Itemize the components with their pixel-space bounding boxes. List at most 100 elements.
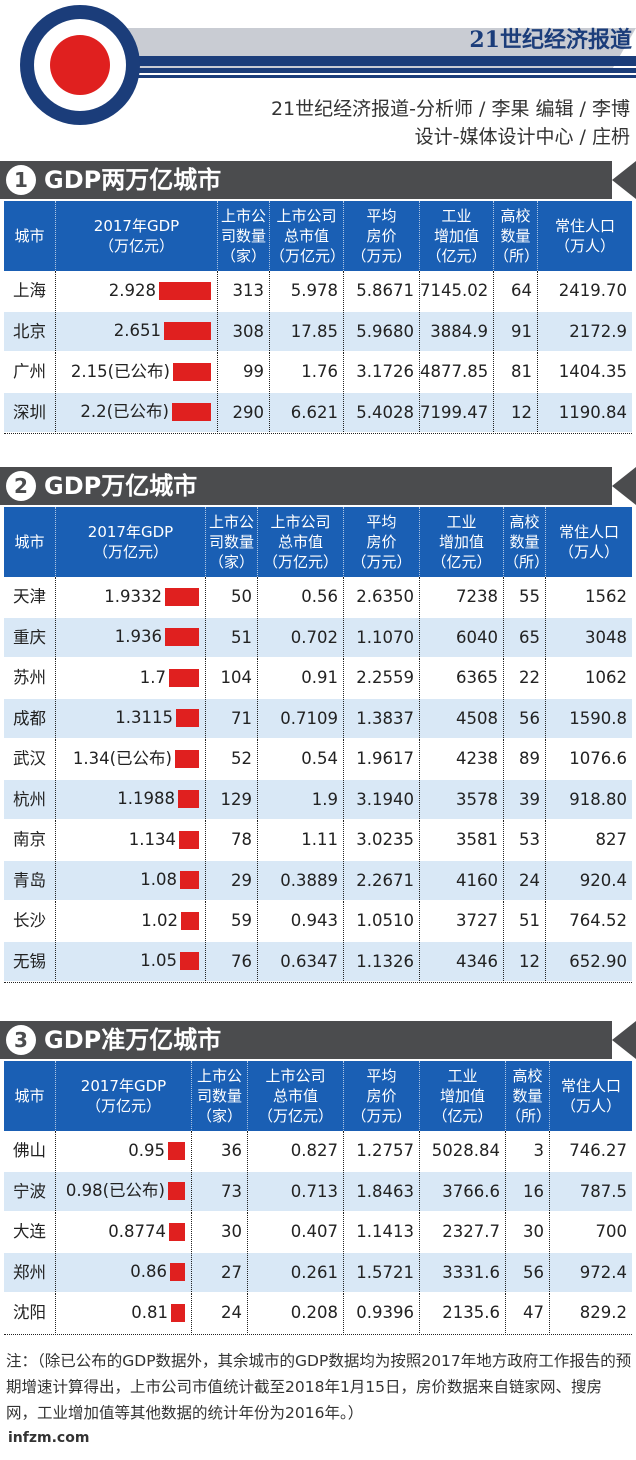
city-name-cell: 天津: [4, 577, 56, 617]
section-banner-arrow: [612, 1021, 636, 1059]
section-banner-arrow: [612, 467, 636, 505]
column-header: 平均 房价 （万元）: [344, 1061, 420, 1131]
universities-cell: 53: [504, 820, 546, 860]
city-name-cell: 宁波: [4, 1171, 56, 1211]
gdp-cell: 1.134: [56, 820, 206, 860]
population-cell: 700: [595, 1222, 628, 1241]
column-header: 2017年GDP （万亿元）: [56, 201, 218, 271]
gdp-cell: 1.9332: [56, 577, 206, 617]
design-credit: 设计-媒体设计中心 / 庄枬: [414, 126, 630, 148]
gdp-value: 2.2(已公布): [80, 402, 169, 422]
gdp-value: 2.928: [108, 280, 156, 300]
gdp-bar: [159, 281, 211, 300]
universities-cell: 12: [504, 941, 546, 981]
city-name-cell: 北京: [4, 311, 56, 351]
house-price-cell: 1.0510: [344, 901, 420, 941]
gdp-cell: 1.34(已公布): [56, 739, 206, 779]
gdp-cell: 1.08: [56, 860, 206, 900]
table-row: 南京 1.134 78 1.11 3.0235 3581 53 827: [4, 820, 632, 861]
population-cell: 2172.9: [569, 321, 627, 341]
population-cell: 2419.70: [558, 281, 627, 300]
column-header: 上市公司 总市值 （万亿元）: [248, 1061, 344, 1131]
population-cell: 827: [595, 830, 628, 849]
header-band: [130, 75, 636, 78]
table-row: 广州 2.15(已公布) 99 1.76 3.1726 4877.85 81 1404.35: [4, 352, 632, 393]
market-cap-cell: 0.7109: [258, 698, 344, 738]
industrial-cell: 4346: [420, 941, 504, 981]
universities-cell: 56: [504, 698, 546, 738]
city-name-cell: 杭州: [4, 779, 56, 819]
section-title: GDP准万亿城市: [44, 1026, 222, 1054]
companies-cell: 36: [192, 1131, 248, 1171]
gdp-value: 0.95: [128, 1140, 165, 1160]
market-cap-cell: 0.208: [248, 1293, 344, 1333]
industrial-cell: 6365: [420, 658, 504, 698]
table-bottom-rule: [4, 982, 632, 988]
gdp-value: 1.02: [141, 910, 178, 930]
market-cap-cell: 1.76: [270, 352, 344, 392]
industrial-cell: 7238: [420, 577, 504, 617]
companies-cell: 73: [192, 1171, 248, 1211]
market-cap-cell: 0.407: [248, 1212, 344, 1252]
city-name-cell: 深圳: [4, 392, 56, 432]
gdp-bar: [170, 1263, 185, 1282]
universities-cell: 3: [506, 1131, 550, 1171]
table-row: 上海 2.928 313 5.978 5.8671 7145.02 64 2419.70: [4, 271, 632, 312]
companies-cell: 78: [206, 820, 258, 860]
universities-cell: 65: [504, 617, 546, 657]
house-price-cell: 3.1940: [344, 779, 420, 819]
column-header: 上市公司 总市值 （万亿元）: [270, 201, 345, 271]
universities-cell: 30: [506, 1212, 550, 1252]
gdp-cell: 1.3115: [56, 698, 206, 738]
companies-cell: 51: [206, 617, 258, 657]
city-name-cell: 青岛: [4, 860, 56, 900]
city-name-cell: 无锡: [4, 941, 56, 981]
population-cell: 1562: [585, 587, 627, 606]
column-header: 城市: [4, 201, 56, 271]
industrial-cell: 3581: [420, 820, 504, 860]
section-banner-bar: [0, 161, 612, 199]
population-cell: 829.2: [579, 1303, 627, 1322]
population-cell: 1076.6: [569, 749, 627, 768]
column-header: 工业 增加值 （亿元）: [420, 201, 494, 271]
header-band: [110, 56, 636, 66]
house-price-cell: 3.1726: [344, 352, 420, 392]
market-cap-cell: 0.56: [258, 577, 344, 617]
table-row: 郑州 0.86 27 0.261 1.5721 3331.6 56 972.4: [4, 1252, 632, 1293]
industrial-cell: 7145.02: [420, 271, 494, 311]
city-name-cell: 广州: [4, 352, 56, 392]
city-name-cell: 长沙: [4, 901, 56, 941]
industrial-cell: 3884.9: [420, 311, 494, 351]
gdp-value: 1.936: [114, 627, 162, 647]
universities-cell: 47: [506, 1293, 550, 1333]
house-price-cell: 3.0235: [344, 820, 420, 860]
column-header: 上市公 司数量 （家）: [218, 201, 270, 271]
site-url: infzm.com: [8, 1430, 90, 1446]
house-price-cell: 1.1070: [344, 617, 420, 657]
gdp-value: 2.15(已公布): [70, 361, 170, 381]
companies-cell: 104: [206, 658, 258, 698]
universities-cell: 89: [504, 739, 546, 779]
section-number: 3: [6, 1025, 36, 1055]
city-name-cell: 大连: [4, 1212, 56, 1252]
population-cell: 918.80: [569, 789, 627, 809]
companies-cell: 27: [192, 1252, 248, 1292]
gdp-value: 0.81: [131, 1302, 168, 1322]
column-header: 高校 数量 （所）: [506, 1061, 551, 1131]
market-cap-cell: 0.261: [248, 1252, 344, 1292]
table-row: 杭州 1.1988 129 1.9 3.1940 3578 39 918.80: [4, 779, 632, 820]
industrial-cell: 4877.85: [420, 352, 494, 392]
table-row: 青岛 1.08 29 0.3889 2.2671 4160 24 920.4: [4, 860, 632, 901]
universities-cell: 56: [506, 1252, 550, 1292]
section-banner: 3 GDP准万亿城市: [0, 1021, 636, 1059]
companies-cell: 71: [206, 698, 258, 738]
section-title: GDP万亿城市: [44, 472, 198, 500]
industrial-cell: 3727: [420, 901, 504, 941]
universities-cell: 81: [494, 352, 538, 392]
gdp-value: 0.8774: [108, 1221, 166, 1241]
city-name-cell: 上海: [4, 271, 56, 311]
gdp-value: 0.98(已公布): [65, 1181, 165, 1201]
city-data-table: 城市 2017年GDP （万亿元） 上市公 司数量 （家） 上市公司 总市值 （万亿元…: [4, 507, 632, 988]
industrial-cell: 4238: [420, 739, 504, 779]
industrial-cell: 2135.6: [420, 1293, 506, 1333]
